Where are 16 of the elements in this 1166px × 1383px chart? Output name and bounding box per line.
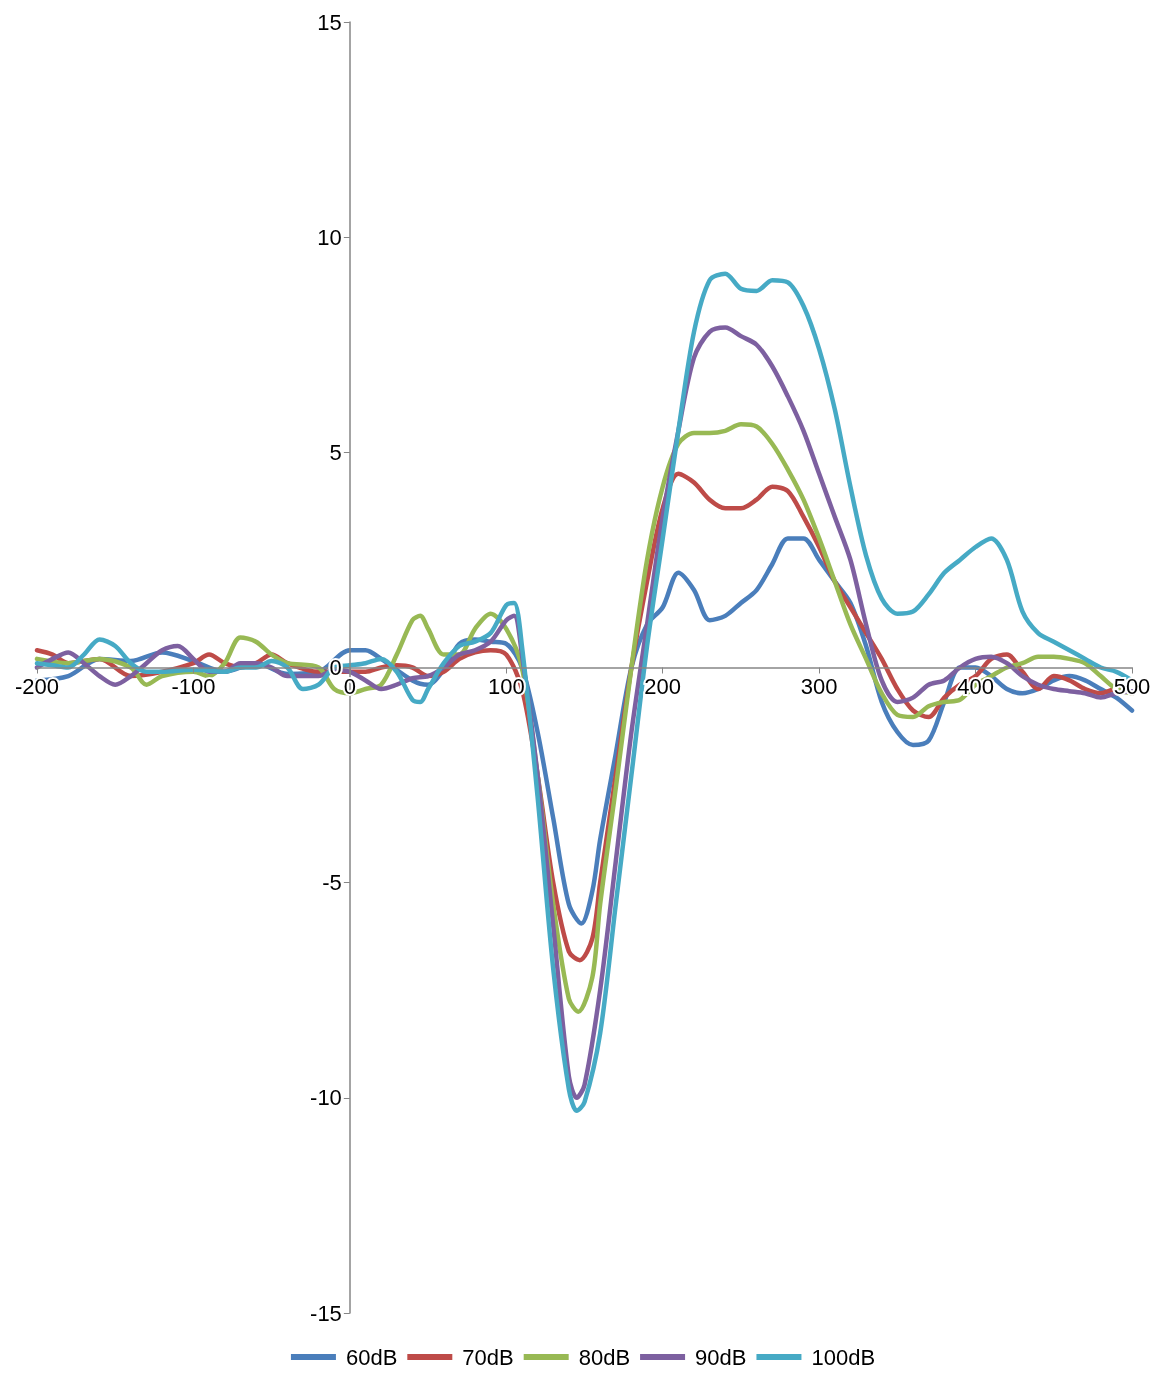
y-tick-label: -10 [310,1085,342,1111]
x-tick-label: 300 [800,674,838,699]
y-tick-label: 5 [329,439,342,465]
y-tick-label: 10 [317,224,342,250]
x-tick-label: 500 [1113,674,1151,699]
legend-label: 90dB [695,1344,747,1370]
x-tick-label: -200 [14,674,60,699]
y-tick-label: -15 [310,1300,342,1326]
x-tick-label: 200 [644,674,682,699]
legend-label: 100dB [811,1344,876,1370]
legend-label: 80dB [578,1344,631,1370]
y-tick-label: -5 [322,870,342,896]
x-tick-label: -100 [171,674,216,699]
y-tick-label: 15 [317,9,342,35]
legend-label: 60dB [345,1344,398,1370]
legend-label: 70dB [462,1344,514,1370]
